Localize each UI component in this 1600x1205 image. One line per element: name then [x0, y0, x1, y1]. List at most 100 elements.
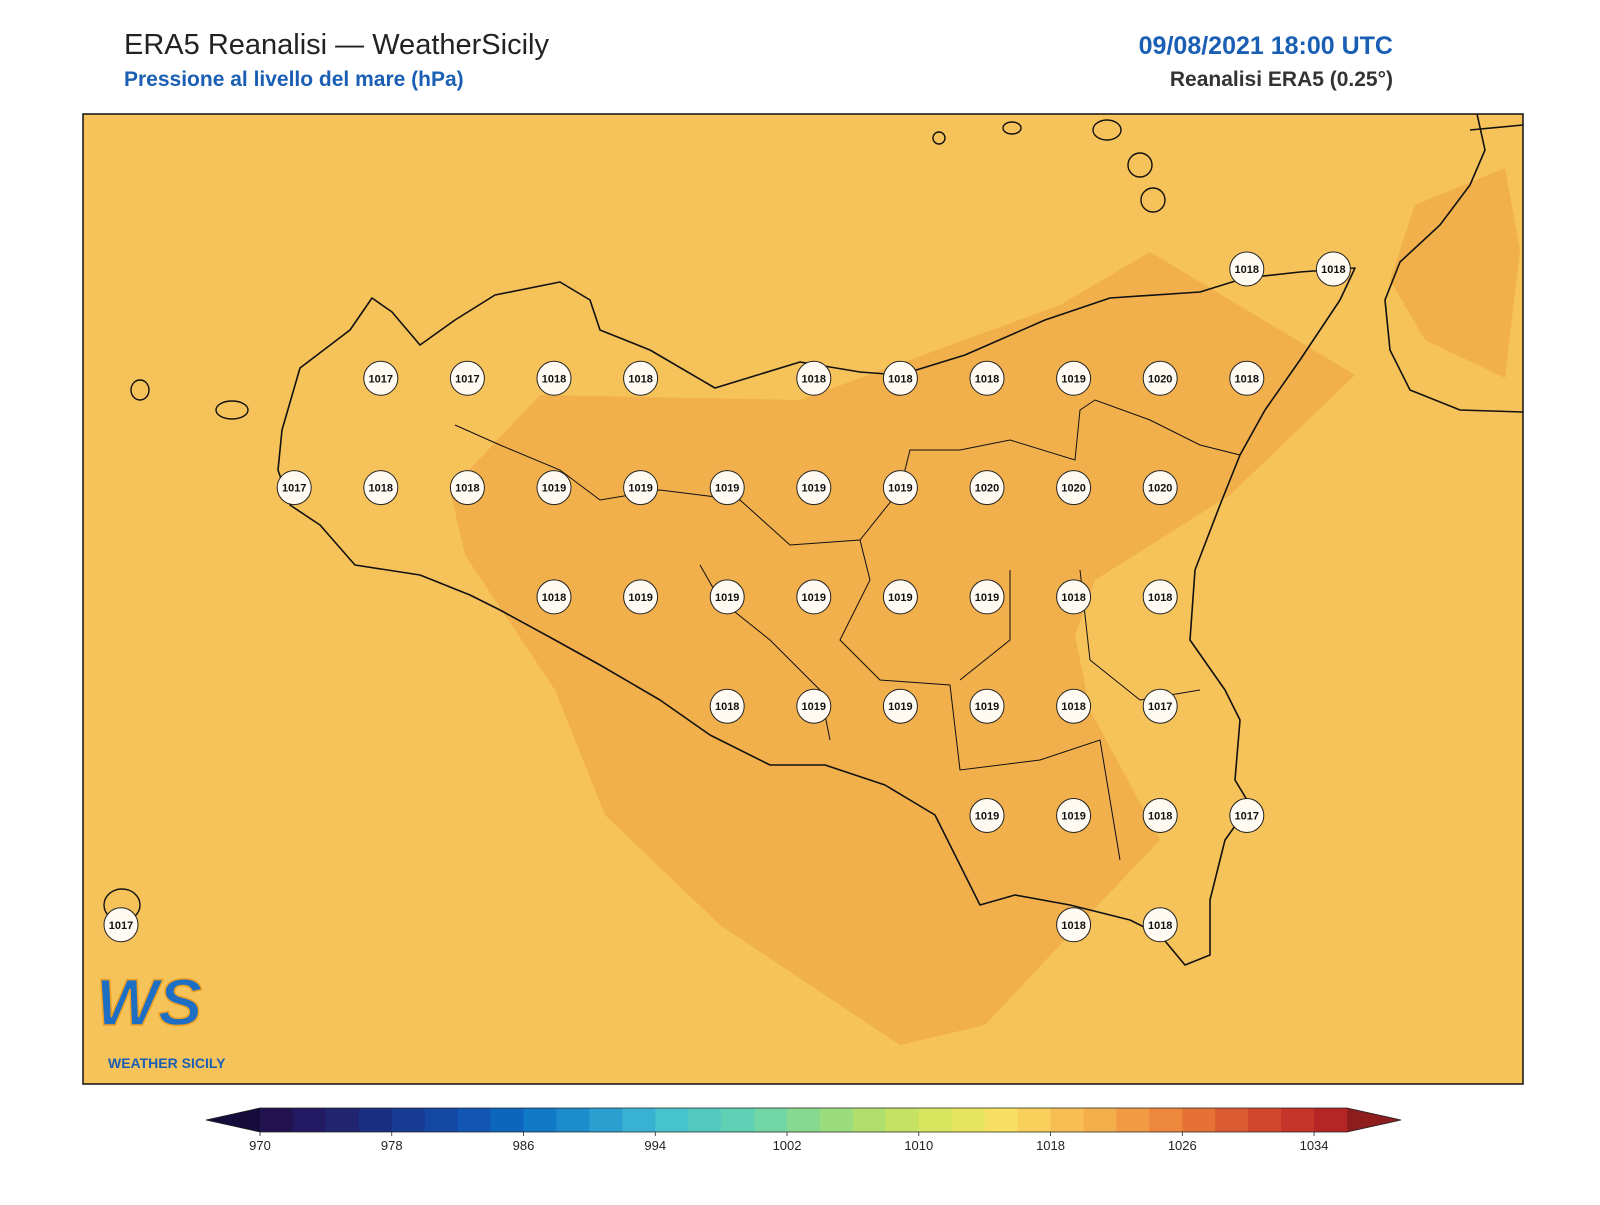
station-marker — [1056, 798, 1092, 833]
station-value: 1018 — [1148, 811, 1172, 823]
station-value: 1018 — [455, 483, 479, 495]
station-value: 1020 — [1148, 373, 1172, 385]
pressure-field — [450, 252, 1355, 1045]
station-marker — [969, 798, 1005, 833]
colorbar-segment — [1083, 1108, 1117, 1132]
station-marker — [103, 907, 139, 943]
station-marker — [1315, 251, 1351, 287]
colorbar-extend-high — [1347, 1108, 1401, 1132]
colorbar-segment — [325, 1108, 360, 1132]
station-marker — [796, 360, 832, 396]
station-value: 1017 — [109, 920, 133, 932]
station-marker — [1056, 579, 1092, 615]
station-value: 1019 — [802, 701, 826, 713]
station-marker — [709, 579, 745, 615]
station-value: 1018 — [1061, 920, 1085, 932]
colorbar-segment — [1281, 1108, 1315, 1132]
station-marker — [882, 360, 918, 396]
colorbar-segment — [951, 1108, 986, 1132]
station-value: 1019 — [715, 592, 739, 604]
logo: WS WEATHER SICILY — [95, 964, 226, 1071]
station-marker — [536, 579, 572, 615]
station-value: 1018 — [542, 592, 566, 604]
station-marker — [969, 579, 1005, 615]
colorbar-segment — [1248, 1108, 1282, 1132]
station-marker — [536, 470, 572, 506]
station-marker — [1056, 907, 1092, 943]
station-marker — [1142, 470, 1178, 506]
colorbar-segment — [589, 1108, 623, 1132]
station-marker — [1142, 688, 1178, 724]
station-value: 1019 — [628, 483, 652, 495]
island — [1127, 152, 1153, 178]
station-value: 1018 — [888, 373, 912, 385]
station-marker — [1056, 360, 1092, 396]
station-value: 1019 — [542, 483, 566, 495]
island — [130, 379, 150, 401]
station-marker — [1142, 360, 1178, 396]
station-value: 1019 — [888, 701, 912, 713]
coastline — [1469, 124, 1524, 131]
station-marker — [969, 360, 1005, 396]
province-border — [454, 399, 1241, 861]
station-value: 1018 — [975, 373, 999, 385]
coastline — [277, 267, 1356, 966]
station-marker — [363, 470, 399, 506]
colorbar-tick-label: 1034 — [1300, 1138, 1329, 1153]
station-marker — [536, 360, 572, 396]
station-value: 1019 — [628, 592, 652, 604]
station-value: 1018 — [1321, 264, 1345, 276]
island — [1002, 121, 1022, 135]
island — [932, 131, 946, 145]
station-value: 1020 — [1061, 483, 1085, 495]
station-value: 1019 — [975, 592, 999, 604]
station-marker — [623, 360, 659, 396]
colorbar-segment — [292, 1108, 327, 1132]
station-value: 1019 — [888, 483, 912, 495]
station-value: 1018 — [1061, 592, 1085, 604]
station-value: 1019 — [802, 592, 826, 604]
logo-text: WEATHER SICILY — [108, 1055, 226, 1071]
colorbar-tick-label: 1010 — [904, 1138, 933, 1153]
station-value: 1018 — [628, 373, 652, 385]
colorbar-segment — [721, 1108, 755, 1132]
colorbar-segment — [391, 1108, 426, 1132]
coastline — [1384, 113, 1524, 413]
station-marker — [1142, 579, 1178, 615]
colorbar-segment — [754, 1108, 788, 1132]
station-value: 1019 — [1061, 811, 1085, 823]
logo-mark: WS — [96, 965, 202, 1039]
station-marker — [1229, 360, 1265, 396]
source: Reanalisi ERA5 (0.25°) — [1170, 68, 1393, 91]
island — [215, 400, 249, 420]
station-value: 1019 — [975, 811, 999, 823]
station-value: 1019 — [1061, 373, 1085, 385]
colorbar-tick-label: 994 — [644, 1138, 666, 1153]
stations: 1018 1018 1017 1017 1018 1018 1018 1018 1018 1019… — [103, 251, 1351, 943]
station-marker — [709, 470, 745, 506]
colorbar-segment — [556, 1108, 590, 1132]
station-marker — [363, 360, 399, 396]
station-marker — [796, 579, 832, 615]
colorbar-segment — [1182, 1108, 1216, 1132]
colorbar-segment — [490, 1108, 525, 1132]
station-marker — [969, 470, 1005, 506]
station-value: 1018 — [369, 483, 393, 495]
colorbar-segment — [655, 1108, 689, 1132]
station-value: 1017 — [455, 373, 479, 385]
colorbar-tick-label: 1026 — [1168, 1138, 1197, 1153]
station-value: 1017 — [369, 373, 393, 385]
station-marker — [1142, 907, 1178, 943]
colorbar-segment — [1314, 1108, 1348, 1132]
station-value: 1018 — [1148, 592, 1172, 604]
station-marker — [623, 579, 659, 615]
colorbar-segment — [1116, 1108, 1150, 1132]
colorbar-segment — [358, 1108, 393, 1132]
colorbar-tick-label: 1018 — [1036, 1138, 1065, 1153]
station-marker — [276, 470, 312, 506]
map-frame — [82, 113, 1524, 1085]
station-value: 1018 — [542, 373, 566, 385]
subtitle: Pressione al livello del mare (hPa) — [124, 68, 464, 91]
colorbar-segment — [1017, 1108, 1052, 1132]
colorbar-segment — [260, 1108, 294, 1132]
